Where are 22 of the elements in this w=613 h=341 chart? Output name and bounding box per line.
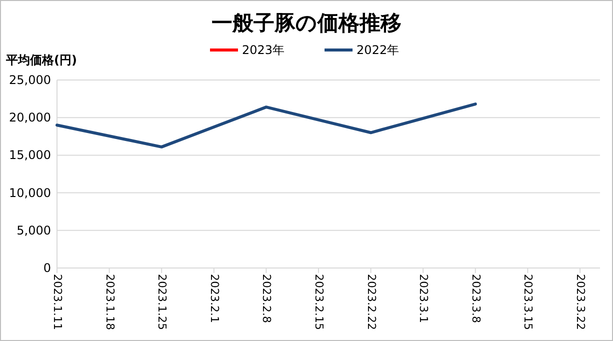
- chart-title: 一般子豚の価格推移: [212, 11, 402, 35]
- legend-label: 2023年: [242, 43, 285, 57]
- x-tick-label: 2023.1.25: [156, 274, 169, 330]
- line-series: [56, 102, 477, 148]
- y-tick-label: 10,000: [9, 186, 51, 200]
- y-axis-title: 平均価格(円): [5, 53, 77, 67]
- x-tick-label: 2023.2.22: [364, 274, 378, 330]
- x-tick-label: 2023.2.1: [208, 274, 221, 323]
- x-tick-label: 2023.3.8: [469, 274, 482, 323]
- x-tick-label: 2023.1.11: [50, 274, 64, 330]
- x-tick-label: 2023.1.18: [103, 274, 116, 330]
- x-tick-label: 2023.3.15: [522, 274, 535, 330]
- x-tick-label: 2023.2.15: [312, 274, 326, 330]
- x-tick-label: 2023.2.8: [260, 274, 274, 323]
- x-tick-label: 2023.3.22: [574, 274, 587, 330]
- y-tick-label: 0: [43, 261, 51, 275]
- y-tick-label: 5,000: [16, 223, 51, 238]
- x-tick-label: 2023.3.1: [417, 274, 430, 323]
- y-tick-label: 15,000: [9, 148, 51, 162]
- y-tick-label: 20,000: [9, 110, 51, 125]
- y-tick-label: 25,000: [9, 73, 51, 87]
- legend-label: 2022年: [356, 43, 400, 57]
